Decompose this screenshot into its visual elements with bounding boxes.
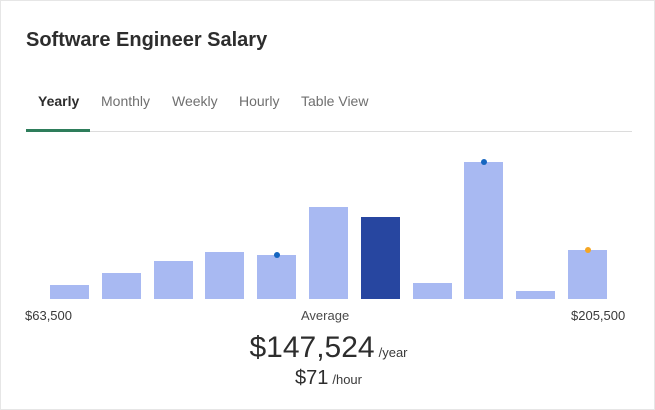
yearly-salary-amount: $147,524 [249, 331, 375, 364]
histogram-bar[interactable] [50, 285, 89, 299]
tab-table-view[interactable]: Table View [301, 93, 369, 109]
histogram-bar[interactable] [464, 162, 503, 299]
histogram-bar[interactable] [154, 261, 193, 299]
histogram-bar[interactable] [102, 273, 141, 299]
average-label: Average [301, 308, 350, 323]
hourly-salary-unit: /hour [332, 372, 362, 387]
histogram-bar[interactable] [413, 283, 452, 299]
min-salary-label: $63,500 [25, 308, 72, 323]
salary-histogram [1, 141, 655, 306]
histogram-bar[interactable] [205, 252, 244, 299]
active-tab-indicator [26, 129, 90, 132]
yearly-salary: $147,524/year [1, 331, 655, 365]
histogram-bar[interactable] [257, 255, 296, 299]
tab-weekly[interactable]: Weekly [172, 93, 218, 109]
salary-marker-dot [274, 252, 280, 258]
max-salary-label: $205,500 [571, 308, 626, 323]
histogram-bar[interactable] [361, 217, 400, 299]
hourly-salary: $71/hour [1, 367, 655, 390]
histogram-bar[interactable] [568, 250, 607, 299]
histogram-bar[interactable] [516, 291, 555, 299]
tab-hourly[interactable]: Hourly [239, 93, 280, 109]
salary-marker-dot [585, 247, 591, 253]
tab-monthly[interactable]: Monthly [101, 93, 151, 109]
page-title: Software Engineer Salary [26, 29, 268, 51]
salary-marker-dot [481, 159, 487, 165]
tab-yearly[interactable]: Yearly [38, 93, 80, 109]
tab-bar: Yearly Monthly Weekly Hourly Table View [26, 81, 632, 132]
hourly-salary-amount: $71 [294, 367, 329, 389]
yearly-salary-unit: /year [378, 345, 408, 360]
histogram-bar[interactable] [309, 207, 348, 299]
